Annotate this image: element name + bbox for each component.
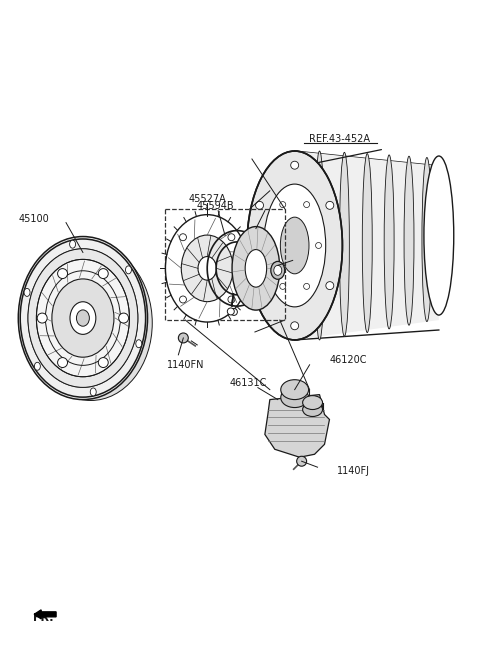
Ellipse shape	[230, 308, 238, 315]
Ellipse shape	[281, 388, 309, 407]
Ellipse shape	[18, 237, 147, 399]
Ellipse shape	[315, 242, 322, 248]
Ellipse shape	[228, 296, 235, 303]
Text: 46130: 46130	[310, 252, 340, 262]
Ellipse shape	[98, 357, 108, 367]
Ellipse shape	[404, 156, 414, 325]
Ellipse shape	[76, 310, 89, 327]
Ellipse shape	[264, 184, 326, 307]
Text: REF.43-452A: REF.43-452A	[309, 134, 370, 144]
Ellipse shape	[125, 266, 132, 274]
Ellipse shape	[304, 202, 310, 208]
Ellipse shape	[180, 296, 186, 303]
Ellipse shape	[180, 234, 186, 240]
Ellipse shape	[232, 227, 280, 310]
Ellipse shape	[314, 151, 324, 340]
Ellipse shape	[58, 269, 68, 279]
Ellipse shape	[247, 151, 342, 340]
Text: FR.: FR.	[33, 614, 54, 623]
Ellipse shape	[362, 154, 372, 332]
Text: 45594B: 45594B	[196, 201, 234, 211]
Text: 45611A: 45611A	[259, 202, 297, 212]
Ellipse shape	[52, 279, 114, 357]
Ellipse shape	[24, 288, 30, 296]
Ellipse shape	[280, 217, 309, 274]
Ellipse shape	[280, 283, 286, 289]
Text: 46131C: 46131C	[229, 378, 267, 388]
Ellipse shape	[304, 283, 310, 289]
Ellipse shape	[339, 152, 349, 336]
Ellipse shape	[280, 202, 286, 208]
Text: 1140FN: 1140FN	[167, 360, 204, 370]
Ellipse shape	[326, 282, 334, 290]
Bar	[166, 209, 285, 320]
Text: 45100: 45100	[18, 214, 49, 223]
Ellipse shape	[58, 357, 68, 367]
Ellipse shape	[136, 340, 142, 348]
Ellipse shape	[181, 235, 233, 302]
Ellipse shape	[268, 242, 274, 248]
Ellipse shape	[70, 240, 75, 248]
Polygon shape	[265, 395, 329, 457]
Ellipse shape	[98, 269, 108, 279]
Ellipse shape	[281, 380, 309, 399]
Ellipse shape	[255, 282, 264, 290]
Ellipse shape	[326, 201, 334, 210]
Ellipse shape	[119, 313, 129, 323]
Ellipse shape	[37, 313, 47, 323]
Polygon shape	[295, 151, 439, 340]
Text: 1140FJ: 1140FJ	[337, 466, 371, 476]
Ellipse shape	[274, 265, 282, 275]
Ellipse shape	[291, 161, 299, 169]
Ellipse shape	[29, 246, 152, 401]
Ellipse shape	[28, 249, 138, 388]
Ellipse shape	[302, 396, 323, 409]
Ellipse shape	[166, 215, 249, 322]
Ellipse shape	[228, 308, 234, 315]
Ellipse shape	[35, 362, 40, 371]
Ellipse shape	[422, 158, 432, 321]
Ellipse shape	[245, 250, 267, 287]
Text: 46120C: 46120C	[329, 355, 367, 365]
Ellipse shape	[302, 403, 323, 417]
Ellipse shape	[424, 156, 454, 315]
Ellipse shape	[228, 234, 235, 240]
Ellipse shape	[36, 260, 130, 376]
Ellipse shape	[90, 388, 96, 396]
Ellipse shape	[291, 322, 299, 330]
Ellipse shape	[198, 256, 216, 280]
Ellipse shape	[271, 261, 285, 279]
Ellipse shape	[384, 155, 394, 329]
Ellipse shape	[297, 456, 307, 466]
Ellipse shape	[179, 333, 188, 343]
Text: 46100B: 46100B	[269, 182, 306, 192]
Ellipse shape	[255, 201, 264, 210]
FancyArrow shape	[34, 610, 56, 619]
Text: 45527A: 45527A	[188, 194, 226, 204]
Ellipse shape	[70, 302, 96, 334]
